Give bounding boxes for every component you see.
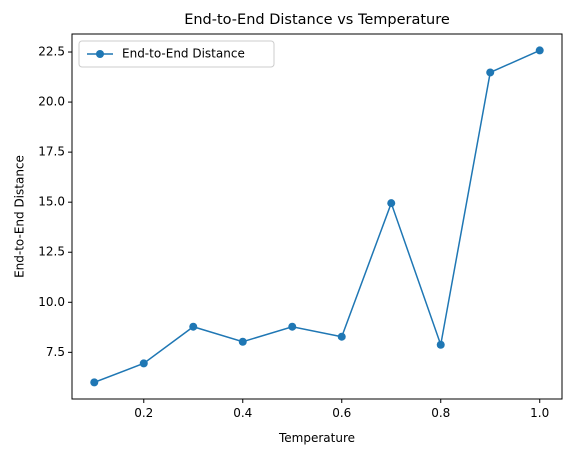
series-line xyxy=(94,49,541,384)
y-tick-label: 7.5 xyxy=(46,345,65,359)
y-tick-label: 15.0 xyxy=(38,195,65,209)
legend: End-to-End Distance xyxy=(78,40,275,68)
y-tick-label: 20.0 xyxy=(38,95,65,109)
legend-entry-label: End-to-End Distance xyxy=(122,47,245,61)
data-point xyxy=(535,46,544,55)
y-axis-label: End-to-End Distance xyxy=(13,155,27,278)
data-point xyxy=(486,68,495,77)
legend-marker-swatch xyxy=(96,50,104,58)
data-point xyxy=(436,340,445,349)
x-tick-label: 0.4 xyxy=(233,406,252,420)
data-point xyxy=(288,322,297,331)
data-point xyxy=(139,359,148,368)
data-point xyxy=(189,322,198,331)
legend-box xyxy=(78,40,275,68)
y-tick-label: 12.5 xyxy=(38,245,65,259)
x-axis-ticks: 0.2 0.4 0.6 0.8 1.0 xyxy=(134,399,549,420)
data-point xyxy=(238,337,247,346)
data-point xyxy=(90,378,99,387)
plot-area xyxy=(71,33,563,400)
x-tick-label: 0.8 xyxy=(431,406,450,420)
x-tick-label: 0.2 xyxy=(134,406,153,420)
chart-title: End-to-End Distance vs Temperature xyxy=(184,12,450,28)
x-tick-label: 0.6 xyxy=(332,406,351,420)
y-tick-label: 10.0 xyxy=(38,295,65,309)
axes-frame xyxy=(71,33,563,400)
data-point xyxy=(337,332,346,341)
y-tick-label: 17.5 xyxy=(38,145,65,159)
y-tick-label: 22.5 xyxy=(38,45,65,59)
x-tick-label: 1.0 xyxy=(530,406,549,420)
series-layer xyxy=(90,46,544,387)
y-axis-ticks: 7.5 10.0 12.5 15.0 17.5 20.0 22.5 xyxy=(38,45,72,359)
x-axis-label: Temperature xyxy=(278,431,355,445)
data-point xyxy=(387,199,396,208)
